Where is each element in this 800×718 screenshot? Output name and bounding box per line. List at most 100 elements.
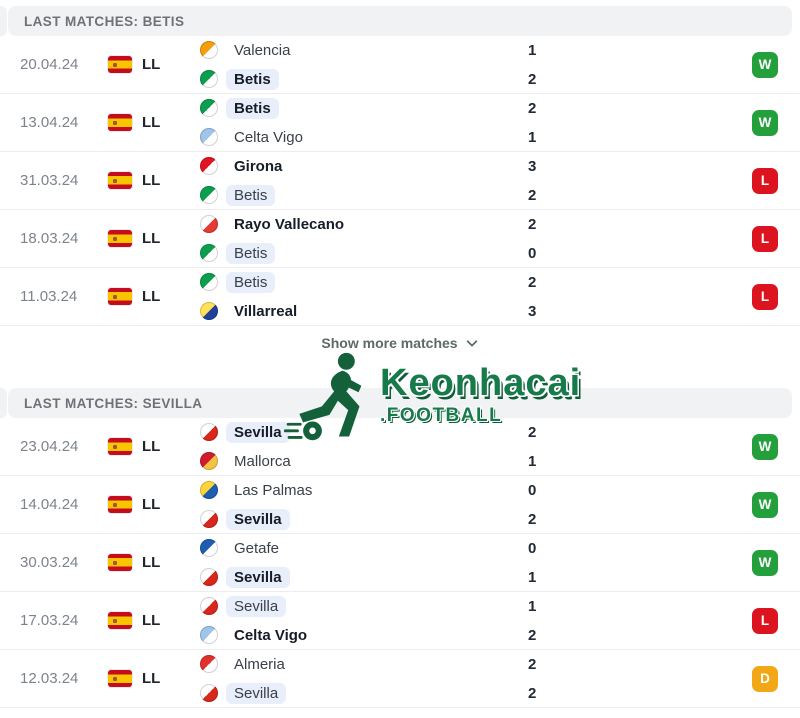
home-team-crest-icon	[200, 597, 218, 615]
away-team: Villarreal	[200, 299, 528, 323]
league-code: LL	[142, 172, 161, 189]
home-team-crest-icon	[200, 273, 218, 291]
home-team-crest-icon	[200, 481, 218, 499]
home-team-name[interactable]: Almeria	[234, 655, 285, 673]
away-team-name[interactable]: Betis	[226, 68, 279, 90]
teams-cell: Sevilla Mallorca	[200, 420, 528, 473]
spain-flag-icon	[108, 496, 132, 513]
match-row[interactable]: 12.03.24 LL Almeria Sevilla 2 2 D	[0, 650, 800, 708]
away-team-name[interactable]: Sevilla	[226, 682, 287, 704]
section-header: LAST MATCHES: BETIS	[8, 6, 792, 36]
match-row[interactable]: 13.04.24 LL Betis Celta Vigo 2 1 W	[0, 94, 800, 152]
away-score: 1	[528, 568, 537, 586]
home-team-name[interactable]: Las Palmas	[234, 481, 313, 499]
home-team-name[interactable]: Betis	[226, 271, 276, 293]
result-badge: W	[752, 491, 778, 518]
home-score: 2	[528, 215, 537, 233]
home-team-name[interactable]: Betis	[226, 97, 279, 119]
away-team-name[interactable]: Celta Vigo	[234, 128, 303, 146]
home-team: Las Palmas	[200, 478, 528, 502]
away-score: 3	[528, 302, 537, 320]
spain-flag-icon	[108, 288, 132, 305]
spain-flag-icon	[108, 114, 132, 131]
away-score: 1	[528, 452, 537, 470]
match-date: 30.03.24	[20, 554, 79, 571]
home-team: Sevilla	[200, 594, 528, 618]
betis-section-mount: LAST MATCHES: BETIS 20.04.24 LL Valencia…	[0, 6, 800, 326]
home-team-name[interactable]: Sevilla	[226, 421, 290, 443]
home-team-crest-icon	[200, 423, 218, 441]
home-score: 2	[528, 423, 537, 441]
away-team: Celta Vigo	[200, 125, 528, 149]
teams-cell: Almeria Sevilla	[200, 652, 528, 705]
match-row[interactable]: 18.03.24 LL Rayo Vallecano Betis 2 0 L	[0, 210, 800, 268]
home-team-name[interactable]: Sevilla	[226, 595, 287, 617]
scores-cell: 1 2	[528, 38, 752, 91]
teams-cell: Betis Villarreal	[200, 270, 528, 323]
away-team-name[interactable]: Sevilla	[226, 508, 290, 530]
league-cell: LL	[108, 288, 200, 305]
away-team: Betis	[200, 67, 528, 91]
show-more-button[interactable]: Show more matches	[0, 326, 800, 360]
away-team-name[interactable]: Sevilla	[226, 566, 290, 588]
home-team: Valencia	[200, 38, 528, 62]
away-score: 0	[528, 244, 537, 262]
home-team-crest-icon	[200, 655, 218, 673]
match-date: 31.03.24	[20, 172, 79, 189]
league-cell: LL	[108, 230, 200, 247]
league-code: LL	[142, 670, 161, 687]
match-row[interactable]: 14.04.24 LL Las Palmas Sevilla 0 2 W	[0, 476, 800, 534]
away-team-name[interactable]: Betis	[226, 242, 276, 264]
scores-cell: 1 2	[528, 594, 752, 647]
away-score: 1	[528, 128, 537, 146]
match-row[interactable]: 11.03.24 LL Betis Villarreal 2 3 L	[0, 268, 800, 326]
league-code: LL	[142, 114, 161, 131]
match-date: 12.03.24	[20, 670, 79, 687]
home-team: Sevilla	[200, 420, 528, 444]
match-date: 17.03.24	[20, 612, 79, 629]
spain-flag-icon	[108, 438, 132, 455]
home-team-name[interactable]: Girona	[234, 157, 283, 175]
away-team-name[interactable]: Mallorca	[234, 452, 291, 470]
away-score: 2	[528, 70, 537, 88]
away-team-name[interactable]: Villarreal	[234, 302, 298, 320]
home-team-name[interactable]: Getafe	[234, 539, 280, 557]
last-matches-section: LAST MATCHES: SEVILLA 23.04.24 LL Sevill…	[0, 388, 800, 708]
match-row[interactable]: 23.04.24 LL Sevilla Mallorca 2 1 W	[0, 418, 800, 476]
home-score: 2	[528, 99, 537, 117]
match-date: 13.04.24	[20, 114, 79, 131]
away-team-name[interactable]: Betis	[226, 184, 276, 206]
match-row[interactable]: 30.03.24 LL Getafe Sevilla 0 1 W	[0, 534, 800, 592]
away-team: Betis	[200, 241, 528, 265]
away-team-crest-icon	[200, 70, 218, 88]
away-team-crest-icon	[200, 684, 218, 702]
home-team-name[interactable]: Rayo Vallecano	[234, 215, 345, 233]
adjacent-card-edge	[0, 388, 7, 418]
away-team-crest-icon	[200, 302, 218, 320]
match-row[interactable]: 17.03.24 LL Sevilla Celta Vigo 1 2 L	[0, 592, 800, 650]
away-team-crest-icon	[200, 568, 218, 586]
home-team: Almeria	[200, 652, 528, 676]
home-score: 1	[528, 41, 537, 59]
last-matches-section: LAST MATCHES: BETIS 20.04.24 LL Valencia…	[0, 6, 800, 326]
away-team-crest-icon	[200, 244, 218, 262]
adjacent-card-edge	[0, 6, 7, 36]
match-row[interactable]: 31.03.24 LL Girona Betis 3 2 L	[0, 152, 800, 210]
away-score: 2	[528, 186, 537, 204]
match-list: 20.04.24 LL Valencia Betis 1 2 W 13.04.2…	[0, 36, 800, 326]
home-team-name[interactable]: Valencia	[234, 41, 291, 59]
away-team: Sevilla	[200, 565, 528, 589]
away-team-crest-icon	[200, 186, 218, 204]
away-team-name[interactable]: Celta Vigo	[234, 626, 308, 644]
league-cell: LL	[108, 612, 200, 629]
home-score: 3	[528, 157, 537, 175]
league-cell: LL	[108, 114, 200, 131]
teams-cell: Getafe Sevilla	[200, 536, 528, 589]
match-row[interactable]: 20.04.24 LL Valencia Betis 1 2 W	[0, 36, 800, 94]
match-date: 18.03.24	[20, 230, 79, 247]
home-team: Betis	[200, 270, 528, 294]
show-more-label: Show more matches	[321, 335, 458, 351]
away-team-crest-icon	[200, 128, 218, 146]
home-team: Getafe	[200, 536, 528, 560]
sevilla-section-mount: LAST MATCHES: SEVILLA 23.04.24 LL Sevill…	[0, 388, 800, 708]
